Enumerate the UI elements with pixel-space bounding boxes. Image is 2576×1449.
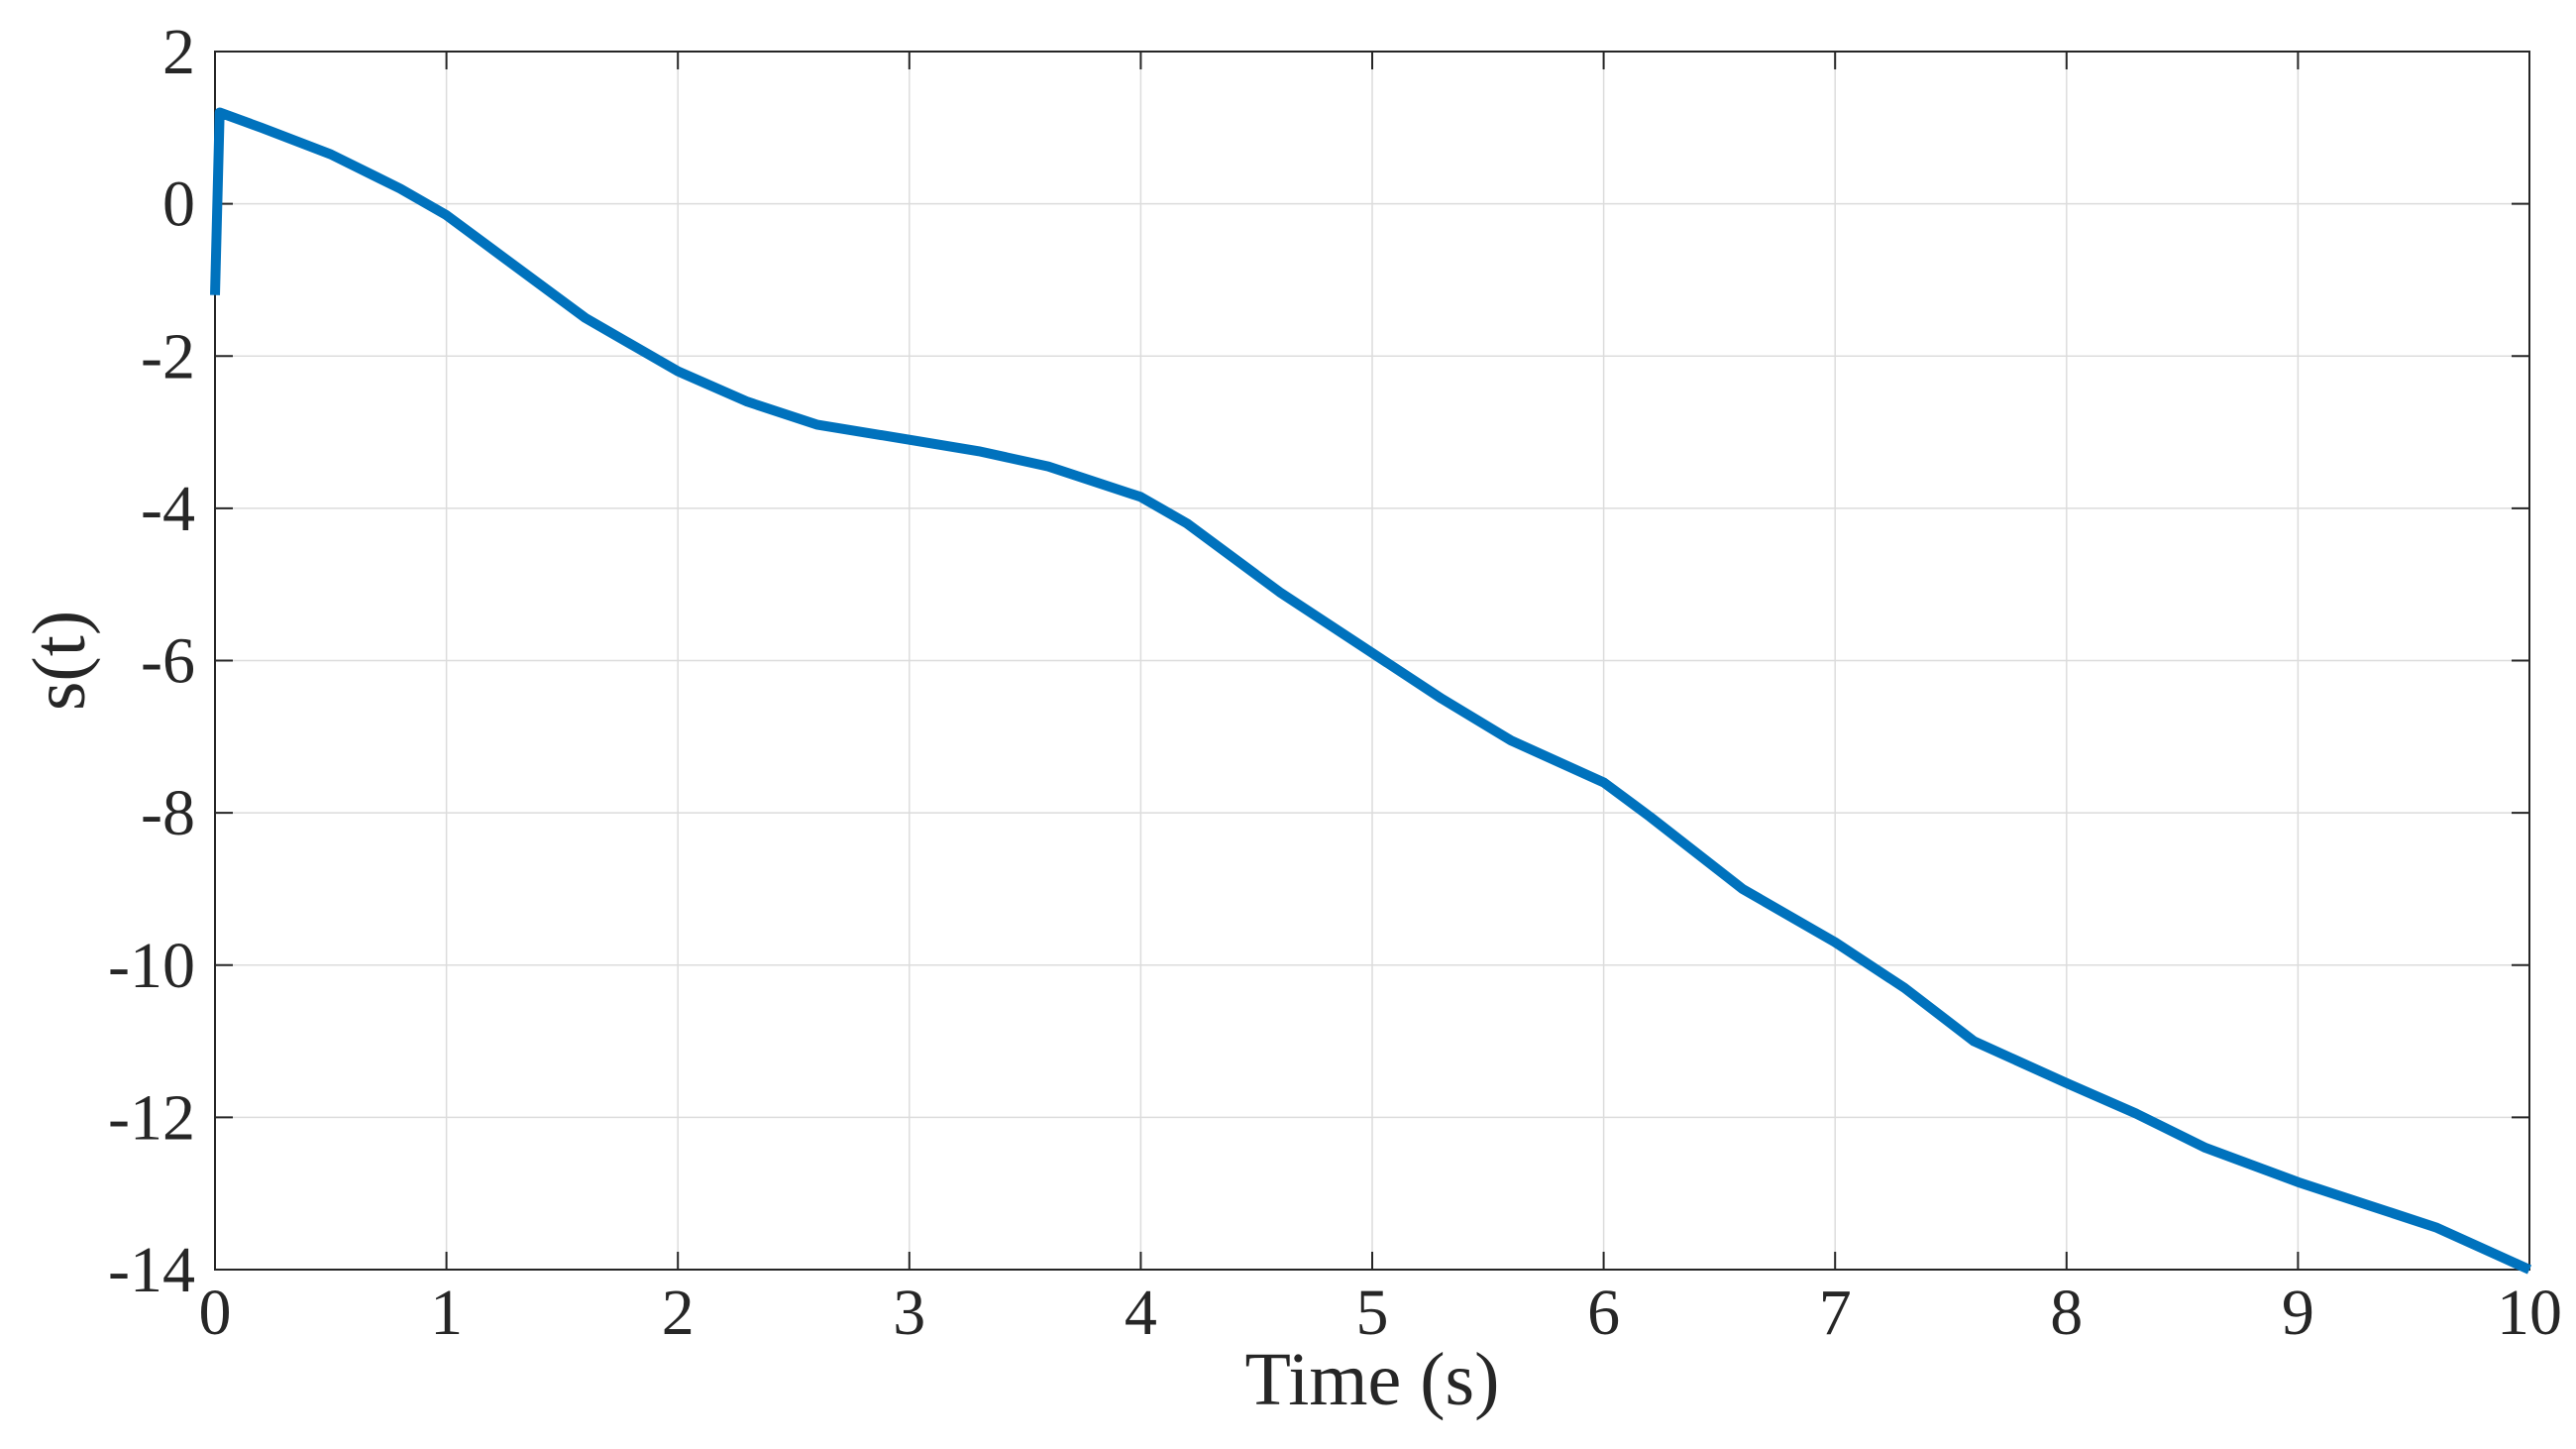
y-tick-label: -6 [141, 625, 195, 698]
x-tick-label: 7 [1819, 1277, 1852, 1349]
x-tick-label: 1 [430, 1277, 463, 1349]
y-tick-label: -12 [108, 1081, 195, 1154]
series-group [210, 107, 2532, 1275]
y-tick-label: -14 [108, 1234, 195, 1306]
x-tick-labels: 0 1 2 3 4 5 6 7 8 9 10 [199, 1277, 2563, 1349]
axis-ticks [214, 51, 2530, 1271]
series-line-1 [210, 107, 2532, 1275]
x-tick-label: 3 [893, 1277, 925, 1349]
x-tick-label: 8 [2050, 1277, 2083, 1349]
x-tick-label: 4 [1125, 1277, 1157, 1349]
x-tick-label: 6 [1587, 1277, 1620, 1349]
x-axis-label: Time (s) [1245, 1338, 1500, 1421]
y-tick-label: -10 [108, 930, 195, 1002]
x-tick-label: 10 [2497, 1277, 2562, 1349]
x-tick-label: 2 [662, 1277, 695, 1349]
x-tick-label: 9 [2282, 1277, 2314, 1349]
x-tick-label: 5 [1356, 1277, 1389, 1349]
y-axis-label: s(t) [18, 611, 101, 711]
y-tick-label: -8 [141, 777, 195, 849]
y-tick-label: -4 [141, 473, 195, 545]
y-tick-label: -2 [141, 320, 195, 392]
x-tick-label: 0 [199, 1277, 232, 1349]
y-tick-label: 0 [162, 168, 195, 241]
y-tick-labels: 2 0 -2 -4 -6 -8 -10 -12 -14 [108, 16, 195, 1306]
y-tick-label: 2 [162, 16, 195, 88]
